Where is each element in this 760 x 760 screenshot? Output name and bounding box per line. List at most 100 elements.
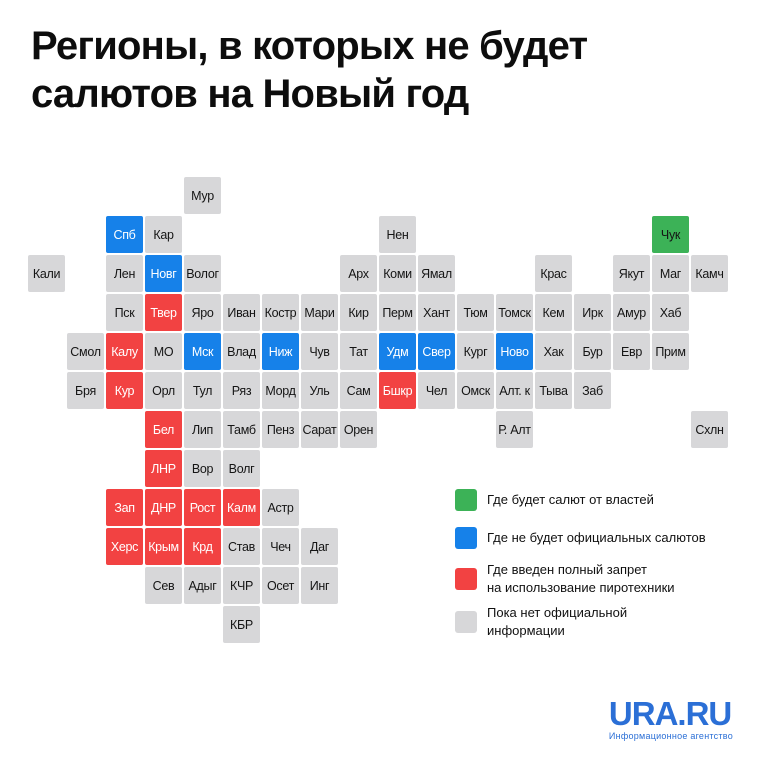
region-tile: Кар [145,216,182,253]
region-tile: Ряз [223,372,260,409]
region-tile: Бел [145,411,182,448]
region-tile: Калм [223,489,260,526]
region-tile: Костр [262,294,299,331]
region-tile: Адыг [184,567,221,604]
region-tile: КЧР [223,567,260,604]
region-tile: Калу [106,333,143,370]
region-tile: Амур [613,294,650,331]
region-tile: ЛНР [145,450,182,487]
region-tile: Рост [184,489,221,526]
region-tile: Бшкр [379,372,416,409]
region-tile: Херс [106,528,143,565]
region-tile: Пск [106,294,143,331]
region-tile: Чув [301,333,338,370]
region-tile: Крд [184,528,221,565]
region-tile: Инг [301,567,338,604]
region-tile: Омск [457,372,494,409]
region-tile: Сев [145,567,182,604]
region-tile: Кур [106,372,143,409]
region-tile: Даг [301,528,338,565]
region-tile: Сарат [301,411,338,448]
region-tile: Осет [262,567,299,604]
region-tile: Хак [535,333,572,370]
region-tile: Пенз [262,411,299,448]
region-tile: Орен [340,411,377,448]
region-tile: Орл [145,372,182,409]
region-tile: Твер [145,294,182,331]
region-tile: ДНР [145,489,182,526]
region-tile: Крас [535,255,572,292]
legend-item: Где не будет официальных салютов [455,527,706,549]
region-tile: Свер [418,333,455,370]
region-tile: Нен [379,216,416,253]
legend-swatch-none [455,611,477,633]
region-tile: Мари [301,294,338,331]
page-title: Регионы, в которых не будет салютов на Но… [31,22,588,118]
region-tile: Став [223,528,260,565]
region-tile: МО [145,333,182,370]
region-tile: Маг [652,255,689,292]
region-tile: Мур [184,177,221,214]
region-tile: Чук [652,216,689,253]
logo-tagline: Информационное агентство [608,731,733,741]
region-tile: Зап [106,489,143,526]
ura-ru-logo: URA.RU [608,695,732,732]
region-tile: Евр [613,333,650,370]
region-tile: Кир [340,294,377,331]
legend-label: Пока нет официальной информации [487,605,628,638]
region-tile: Арх [340,255,377,292]
region-tile: Волг [223,450,260,487]
legend-label: Где не будет официальных салютов [487,530,706,545]
region-tile: Камч [691,255,728,292]
region-tile: Чел [418,372,455,409]
region-tile: Тат [340,333,377,370]
title-line-2: салютов на Новый год [31,72,469,116]
region-tile: Спб [106,216,143,253]
legend-swatch-no_salute [455,527,477,549]
region-tile: Морд [262,372,299,409]
region-tile: Алт. к [496,372,533,409]
region-tile: Влад [223,333,260,370]
region-tile: Томск [496,294,533,331]
region-tile: Ямал [418,255,455,292]
region-tile: Хант [418,294,455,331]
region-tile: Ново [496,333,533,370]
region-tile: Р. Алт [496,411,533,448]
region-tile: Бря [67,372,104,409]
region-tile: Удм [379,333,416,370]
legend-swatch-salute [455,489,477,511]
region-tile: Схлн [691,411,728,448]
region-tile-map: Мур Спб Кар Нен Чук Кали Лен Новг Волог Арх Коми Ям… [28,177,733,645]
region-tile: КБР [223,606,260,643]
region-tile: Вор [184,450,221,487]
legend-swatch-ban [455,568,477,590]
region-tile: Ниж [262,333,299,370]
region-tile: Новг [145,255,182,292]
region-tile: Чеч [262,528,299,565]
region-tile: Иван [223,294,260,331]
legend-item: Где будет салют от властей [455,489,654,511]
region-tile: Кали [28,255,65,292]
region-tile: Сам [340,372,377,409]
legend-item: Где введен полный запрет на использование… [455,561,675,597]
region-tile: Волог [184,255,221,292]
region-tile: Перм [379,294,416,331]
region-tile: Лип [184,411,221,448]
legend-label: Где введен полный запрет на использование… [487,562,675,595]
region-tile: Хаб [652,294,689,331]
region-tile: Лен [106,255,143,292]
region-tile: Тыва [535,372,572,409]
region-tile: Мск [184,333,221,370]
region-tile: Кем [535,294,572,331]
region-tile: Тул [184,372,221,409]
region-tile: Прим [652,333,689,370]
region-tile: Заб [574,372,611,409]
region-tile: Яро [184,294,221,331]
region-tile: Тамб [223,411,260,448]
region-tile: Бур [574,333,611,370]
footer: URA.RU Информационное агентство [608,695,733,741]
region-tile: Тюм [457,294,494,331]
region-tile: Кург [457,333,494,370]
region-tile: Коми [379,255,416,292]
